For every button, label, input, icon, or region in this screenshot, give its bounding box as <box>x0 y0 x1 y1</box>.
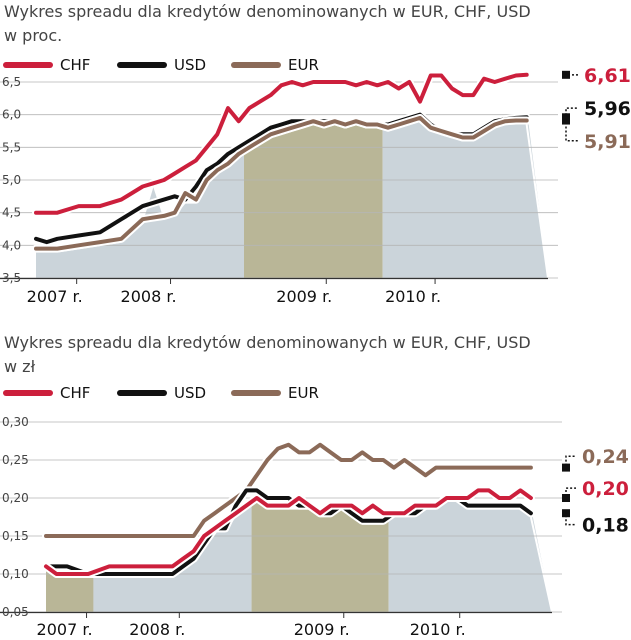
y-tick-label: 4,5 <box>2 206 21 220</box>
legend: CHF USD EUR <box>3 384 319 402</box>
end-marker-eur <box>562 463 570 472</box>
y-tick-label: 3,5 <box>2 271 21 285</box>
legend-label-usd: USD <box>174 384 206 402</box>
y-tick-label: 0,15 <box>2 529 29 543</box>
end-labels: 6,61 5,96 5,91 <box>562 65 631 153</box>
y-tick-label: 5,0 <box>2 173 21 187</box>
end-leader-usd <box>565 511 576 526</box>
y-tick-label: 0,30 <box>2 415 29 429</box>
y-tick-label: 0,10 <box>2 567 29 581</box>
y-tick-label: 0,20 <box>2 491 29 505</box>
y-tick-label: 0,05 <box>2 605 29 619</box>
legend-label-eur: EUR <box>288 384 319 402</box>
x-tick-label: 2007 r. <box>37 620 93 639</box>
series-line-chf <box>34 72 529 215</box>
x-axis: 2007 r. 2008 r. 2009 r. 2010 r. <box>27 278 441 306</box>
x-tick-label: 2009 r. <box>276 287 332 306</box>
series-line-eur <box>34 115 529 251</box>
x-tick-label: 2010 r. <box>410 620 466 639</box>
end-label-usd: 0,18 <box>582 515 629 537</box>
end-label-chf: 0,20 <box>582 478 629 500</box>
legend-label-eur: EUR <box>288 56 319 74</box>
series-line-chf <box>44 488 533 576</box>
legend-label-chf: CHF <box>60 56 90 74</box>
end-leader-eur <box>565 455 576 466</box>
end-label-chf: 6,61 <box>584 65 631 87</box>
x-tick-label: 2008 r. <box>129 620 185 639</box>
x-tick-label: 2008 r. <box>121 287 177 306</box>
y-tick-label: 4,0 <box>2 238 21 252</box>
legend: CHF USD EUR <box>3 56 319 74</box>
end-leader-chf <box>565 72 578 76</box>
y-tick-label: 0,25 <box>2 453 29 467</box>
area-mask <box>36 72 628 278</box>
y-tick-label: 6,0 <box>2 108 21 122</box>
end-marker-chf <box>562 494 570 502</box>
legend-label-usd: USD <box>174 56 206 74</box>
x-axis: 2007 r. 2008 r. 2009 r. 2010 r. <box>37 612 466 639</box>
chart-title-line: Wykres spreadu dla kredytów denominowany… <box>4 333 531 352</box>
y-axis: 3,5 4,0 4,5 5,0 5,5 6,0 6,5 <box>2 75 21 285</box>
end-label-eur: 0,24 <box>582 446 629 468</box>
y-tick-label: 5,5 <box>2 140 21 154</box>
series-line-eur <box>44 442 533 538</box>
chart-title-line: w zł <box>4 357 36 376</box>
legend-label-chf: CHF <box>60 384 90 402</box>
series <box>42 440 535 578</box>
y-tick-label: 6,5 <box>2 75 21 89</box>
end-label-usd: 5,96 <box>584 98 631 120</box>
chart-panel-2: Wykres spreadu dla kredytów denominowany… <box>0 333 631 639</box>
end-label-eur: 5,91 <box>584 131 631 153</box>
x-tick-label: 2007 r. <box>27 287 83 306</box>
area-edge <box>525 124 549 279</box>
chart-panel-1: Wykres spreadu dla kredytów denominowany… <box>0 2 631 306</box>
chart-title-line: w proc. <box>4 26 62 45</box>
x-tick-label: 2009 r. <box>294 620 350 639</box>
chart-title-line: Wykres spreadu dla kredytów denominowany… <box>4 2 531 21</box>
area-edge <box>529 516 553 613</box>
x-tick-label: 2010 r. <box>385 287 441 306</box>
series <box>32 70 531 253</box>
y-axis: 0,05 0,10 0,15 0,20 0,25 0,30 <box>2 415 29 619</box>
end-labels: 0,24 0,20 0,18 <box>562 446 629 537</box>
